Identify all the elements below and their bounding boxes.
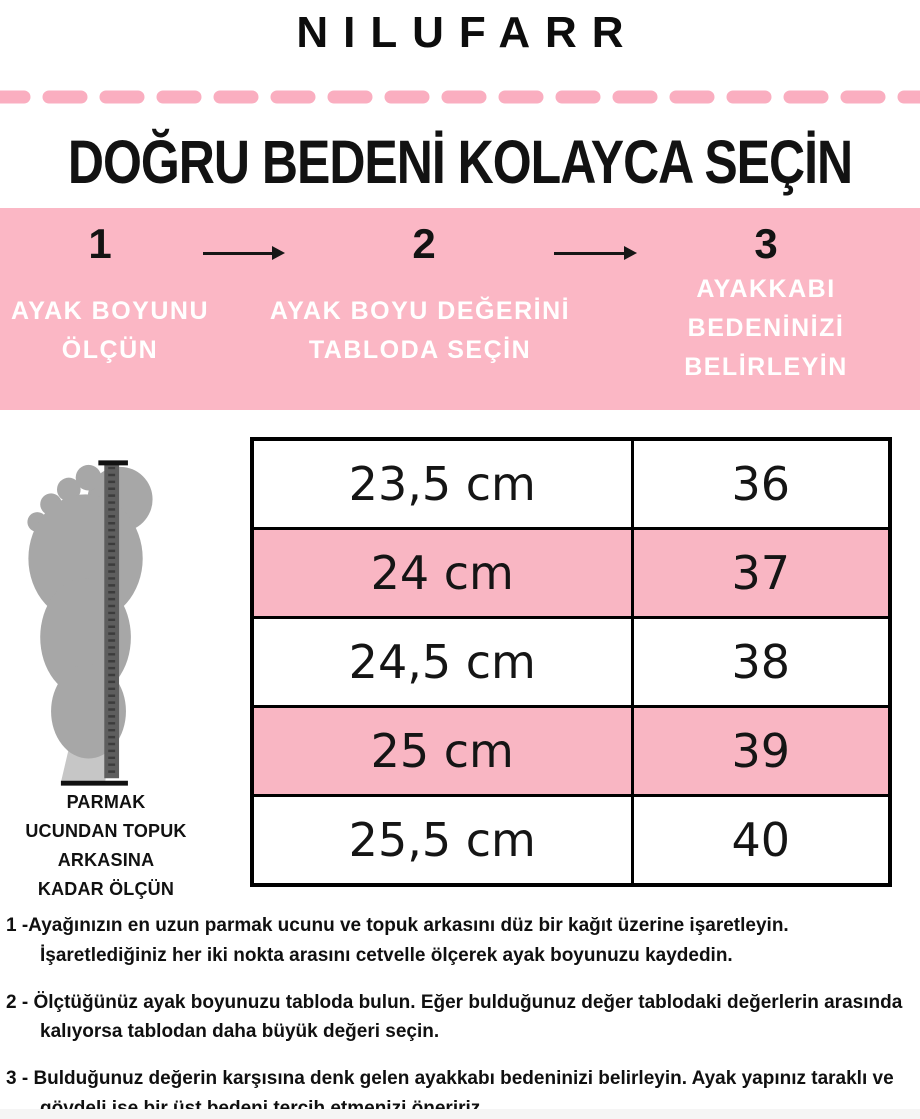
size-cell: 36 bbox=[630, 437, 892, 530]
size-cell: 37 bbox=[630, 527, 892, 619]
size-cell: 38 bbox=[630, 616, 892, 708]
size-table: 23,5 cm 36 24 cm 37 24,5 cm 38 25 cm 39 … bbox=[250, 437, 892, 887]
step-3-number: 3 bbox=[754, 220, 778, 267]
steps-band: 1 2 3 AYAK BOYUNU ÖLÇÜN AYAK BOYU DEĞERİ… bbox=[0, 208, 920, 410]
caption-line: PARMAK bbox=[66, 792, 146, 812]
caption-line: ARKASINA bbox=[57, 850, 155, 870]
length-cell: 25,5 cm bbox=[250, 794, 634, 887]
page-title: DOĞRU BEDENİ KOLAYCA SEÇİN bbox=[67, 128, 853, 197]
caption-line: UCUNDAN TOPUK bbox=[25, 821, 187, 841]
step-3-label: AYAKKABI BEDENİNİZİ BELİRLEYİN bbox=[684, 275, 848, 381]
table-row: 23,5 cm 36 bbox=[250, 437, 892, 530]
length-cell: 23,5 cm bbox=[250, 437, 634, 530]
length-cell: 25 cm bbox=[250, 705, 634, 797]
table-row: 24,5 cm 38 bbox=[250, 616, 892, 708]
step-1-number: 1 bbox=[88, 220, 112, 267]
table-row: 25,5 cm 40 bbox=[250, 794, 892, 887]
instructions-block: 1 -Ayağınızın en uzun parmak ucunu ve to… bbox=[6, 911, 914, 1119]
dashed-divider bbox=[0, 90, 920, 104]
step-2-number: 2 bbox=[412, 220, 436, 267]
caption-line: KADAR ÖLÇÜN bbox=[37, 879, 175, 899]
table-row: 24 cm 37 bbox=[250, 527, 892, 619]
bottom-edge-strip bbox=[0, 1109, 920, 1119]
arrow-right-icon bbox=[554, 246, 637, 260]
foot-measure-illustration bbox=[27, 460, 153, 786]
size-cell: 40 bbox=[630, 794, 892, 887]
foot-measure-caption: PARMAK UCUNDAN TOPUK ARKASINA KADAR ÖLÇÜ… bbox=[0, 788, 212, 904]
size-cell: 39 bbox=[630, 705, 892, 797]
step-2-label: AYAK BOYU DEĞERİNİ TABLODA SEÇİN bbox=[269, 297, 571, 364]
step-1-label: AYAK BOYUNU ÖLÇÜN bbox=[10, 297, 210, 364]
instruction-2: 2 - Ölçtüğünüz ayak boyunuzu tabloda bul… bbox=[6, 991, 903, 1043]
table-row: 25 cm 39 bbox=[250, 705, 892, 797]
brand-logo-text: NILUFARR bbox=[296, 8, 639, 57]
footprint-shape bbox=[27, 464, 153, 759]
length-cell: 24 cm bbox=[250, 527, 634, 619]
arrow-right-icon bbox=[203, 246, 285, 260]
length-cell: 24,5 cm bbox=[250, 616, 634, 708]
instruction-1: 1 -Ayağınızın en uzun parmak ucunu ve to… bbox=[6, 915, 789, 966]
